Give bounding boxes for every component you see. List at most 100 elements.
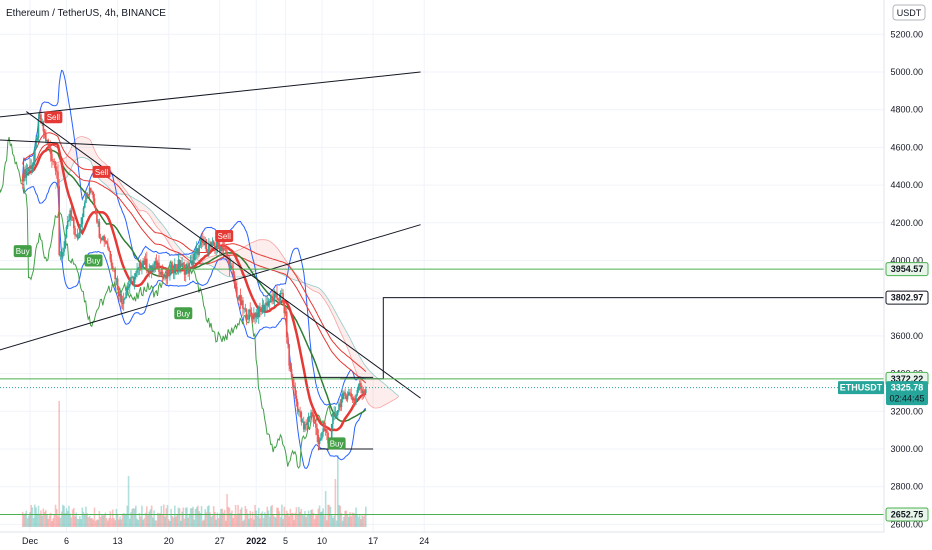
volume-bar xyxy=(125,513,127,527)
volume-bar xyxy=(24,513,26,527)
candle-body xyxy=(144,258,147,265)
volume-bar xyxy=(255,510,258,527)
candle-body xyxy=(311,412,314,415)
candle-body xyxy=(260,309,262,313)
candle-body xyxy=(119,293,121,297)
candle-body xyxy=(138,263,141,268)
volume-bar xyxy=(74,516,76,527)
volume-bar xyxy=(223,509,226,527)
trend-lines[interactable] xyxy=(0,71,421,450)
volume-bar xyxy=(118,519,120,527)
candle-body xyxy=(292,376,294,386)
time-axis[interactable]: Dec 6 13 20 27 2022 5 10 17 24 xyxy=(0,531,884,546)
volume-bar xyxy=(42,508,45,527)
signal-label: Sell xyxy=(47,113,61,122)
candle-body xyxy=(287,337,289,345)
candle-body xyxy=(293,385,295,387)
candle-body xyxy=(87,194,90,196)
candle-body xyxy=(215,247,217,249)
volume-bar xyxy=(161,514,164,527)
volume-bar xyxy=(81,507,84,527)
price-axis[interactable]: 2600.002800.003000.003200.003400.003600.… xyxy=(838,0,929,532)
volume-bar xyxy=(236,515,238,527)
volume-bar xyxy=(293,519,295,527)
candle-body xyxy=(231,265,233,269)
sell-signal: Sell xyxy=(215,229,234,242)
candle-body xyxy=(24,169,26,178)
volume-bar xyxy=(32,518,35,527)
volume-bar xyxy=(363,515,366,527)
candle-body xyxy=(201,238,204,244)
volume-bar xyxy=(59,517,62,527)
chart-title: Ethereum / TetherUS, 4h, BINANCE xyxy=(6,8,166,19)
price-tag-label: 3802.97 xyxy=(891,293,924,303)
volume-bar xyxy=(156,512,159,527)
time-tick-label: 17 xyxy=(368,536,378,546)
currency-button[interactable]: USDT xyxy=(892,4,926,21)
candle-body xyxy=(139,263,142,270)
candle-body xyxy=(214,245,216,249)
candle-body xyxy=(248,309,250,319)
volume-bar xyxy=(46,514,48,527)
candle-body xyxy=(82,207,85,218)
volume-bar xyxy=(209,512,211,527)
candle-body xyxy=(272,297,275,302)
volume-bar xyxy=(166,504,169,527)
volume-bar xyxy=(49,512,52,527)
currency-label[interactable]: USDT xyxy=(897,8,922,18)
price-tag-label: 3954.57 xyxy=(891,264,924,274)
volume-bar xyxy=(261,511,264,527)
volume-bar xyxy=(200,506,203,527)
candle-body xyxy=(159,271,161,275)
volume-bar xyxy=(290,513,293,527)
volume-bar xyxy=(313,519,316,527)
candle-body xyxy=(109,250,112,260)
candle-body xyxy=(347,392,350,396)
volume-bar xyxy=(347,516,350,527)
price-tag-box xyxy=(885,290,929,305)
buy-signal: Buy xyxy=(174,307,193,320)
volume-bar xyxy=(180,520,182,527)
candle-body xyxy=(150,265,153,271)
volume-bar xyxy=(315,515,317,527)
candle-body xyxy=(124,298,126,299)
volume-bar xyxy=(240,507,243,527)
volume-bar xyxy=(65,508,68,527)
candle-body xyxy=(271,295,273,298)
volume-bar xyxy=(70,517,73,527)
candle-body xyxy=(302,421,305,430)
candle-body xyxy=(161,271,164,275)
volume-bar xyxy=(225,520,227,527)
volume-bar xyxy=(262,518,265,527)
volume-bar xyxy=(132,508,135,527)
volume-bar xyxy=(40,510,42,527)
volume-bar xyxy=(321,511,323,527)
price-tick-label: 3600.00 xyxy=(890,331,923,341)
candle-body xyxy=(330,424,333,444)
horizontal-levels xyxy=(0,268,884,515)
volume-bar xyxy=(76,518,79,527)
volume-bar xyxy=(206,506,209,527)
volume-bar xyxy=(97,519,99,527)
candle-body xyxy=(361,389,363,394)
candle-body xyxy=(195,248,198,252)
volume-bar xyxy=(351,512,354,527)
candle-body xyxy=(156,262,159,269)
volume-bar xyxy=(184,507,187,527)
volume-bar xyxy=(301,514,304,527)
ma-mid xyxy=(21,149,367,423)
candle-body xyxy=(221,246,224,251)
candle-body xyxy=(166,269,169,279)
signal-label: Buy xyxy=(87,257,101,266)
volume-bar xyxy=(283,506,286,527)
candle-body xyxy=(88,187,91,195)
candle-body xyxy=(74,228,76,236)
candle-body xyxy=(220,246,222,252)
candle-body xyxy=(77,236,80,239)
signal-label: Buy xyxy=(16,247,30,256)
volume-bar xyxy=(167,519,170,527)
volume-bar xyxy=(316,515,318,527)
last-price-label: 3325.78 xyxy=(891,383,924,393)
